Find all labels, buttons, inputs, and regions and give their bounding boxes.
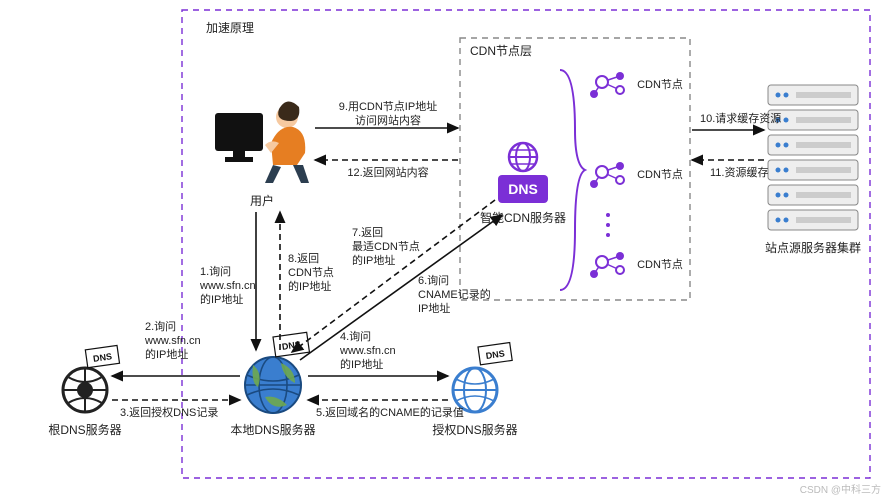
- edge-9-l2: 访问网站内容: [355, 113, 421, 127]
- edge-8-l2: CDN节点: [288, 266, 334, 279]
- edge-4-l3: 的IP地址: [340, 357, 383, 371]
- cdn-node-3-icon: CDN节点: [590, 252, 683, 278]
- diagram-canvas: 加速原理 CDN节点层 用户 DNS 智能CDN服务器: [0, 0, 889, 500]
- watermark: CSDN @中科三方: [800, 481, 881, 496]
- svg-text:CDN节点: CDN节点: [637, 168, 683, 181]
- user-icon: [215, 101, 309, 183]
- edge-12-text: 12.返回网站内容: [347, 165, 428, 179]
- root-dns-label: 根DNS服务器: [48, 422, 121, 437]
- smart-cdn-icon: DNS: [498, 143, 548, 203]
- outer-box-title: 加速原理: [206, 21, 254, 35]
- root-dns-icon: DNS: [63, 345, 120, 412]
- local-dns-icon: DNS: [245, 332, 309, 413]
- edge-9-l1: 9.用CDN节点IP地址: [339, 99, 437, 113]
- edge-7-l3: 的IP地址: [352, 253, 395, 267]
- user-label: 用户: [250, 193, 274, 208]
- local-dns-label: 本地DNS服务器: [230, 422, 315, 437]
- svg-text:CDN节点: CDN节点: [637, 258, 683, 271]
- smart-cdn-label: 智能CDN服务器: [480, 210, 566, 225]
- edge-1-l1: 1.询问: [200, 265, 231, 278]
- edge-6-l2: CNAME记录的: [418, 287, 491, 301]
- cdn-node-1-icon: CDN节点: [590, 72, 683, 98]
- cdn-node-ellipsis: [606, 213, 610, 237]
- edge-4-l2: www.sfn.cn: [339, 345, 396, 357]
- edge-5-text: 5.返回域名的CNAME的记录值: [316, 405, 464, 419]
- edge-2-l1: 2.询问: [145, 320, 176, 333]
- edge-8-l3: 的IP地址: [288, 279, 331, 293]
- origin-label: 站点源服务器集群: [765, 240, 861, 255]
- edge-6-l1: 6.询问: [418, 274, 449, 287]
- svg-text:CDN节点: CDN节点: [637, 78, 683, 91]
- edge-1-l2: www.sfn.cn: [199, 280, 256, 292]
- auth-dns-icon: DNS: [453, 343, 512, 412]
- edge-7-l1: 7.返回: [352, 226, 383, 239]
- edge-1-l3: 的IP地址: [200, 292, 243, 306]
- auth-dns-label: 授权DNS服务器: [432, 422, 517, 437]
- edge-2-l3: 的IP地址: [145, 347, 188, 361]
- edge-10-text: 10.请求缓存资源: [700, 111, 781, 125]
- edge-4-l1: 4.询问: [340, 330, 371, 343]
- edge-2-l2: www.sfn.cn: [144, 335, 201, 347]
- edge-7-l2: 最适CDN节点: [352, 240, 420, 253]
- origin-servers-icon: [768, 85, 858, 230]
- svg-text:DNS: DNS: [508, 181, 538, 197]
- edge-6-l3: IP地址: [418, 301, 450, 315]
- cdn-node-2-icon: CDN节点: [590, 162, 683, 188]
- edge-11-text: 11.资源缓存: [710, 165, 768, 179]
- cdn-layer-title: CDN节点层: [470, 44, 532, 58]
- cdn-brace: [560, 70, 585, 290]
- edge-3-text: 3.返回授权DNS记录: [120, 405, 218, 419]
- edge-8-l1: 8.返回: [288, 252, 319, 265]
